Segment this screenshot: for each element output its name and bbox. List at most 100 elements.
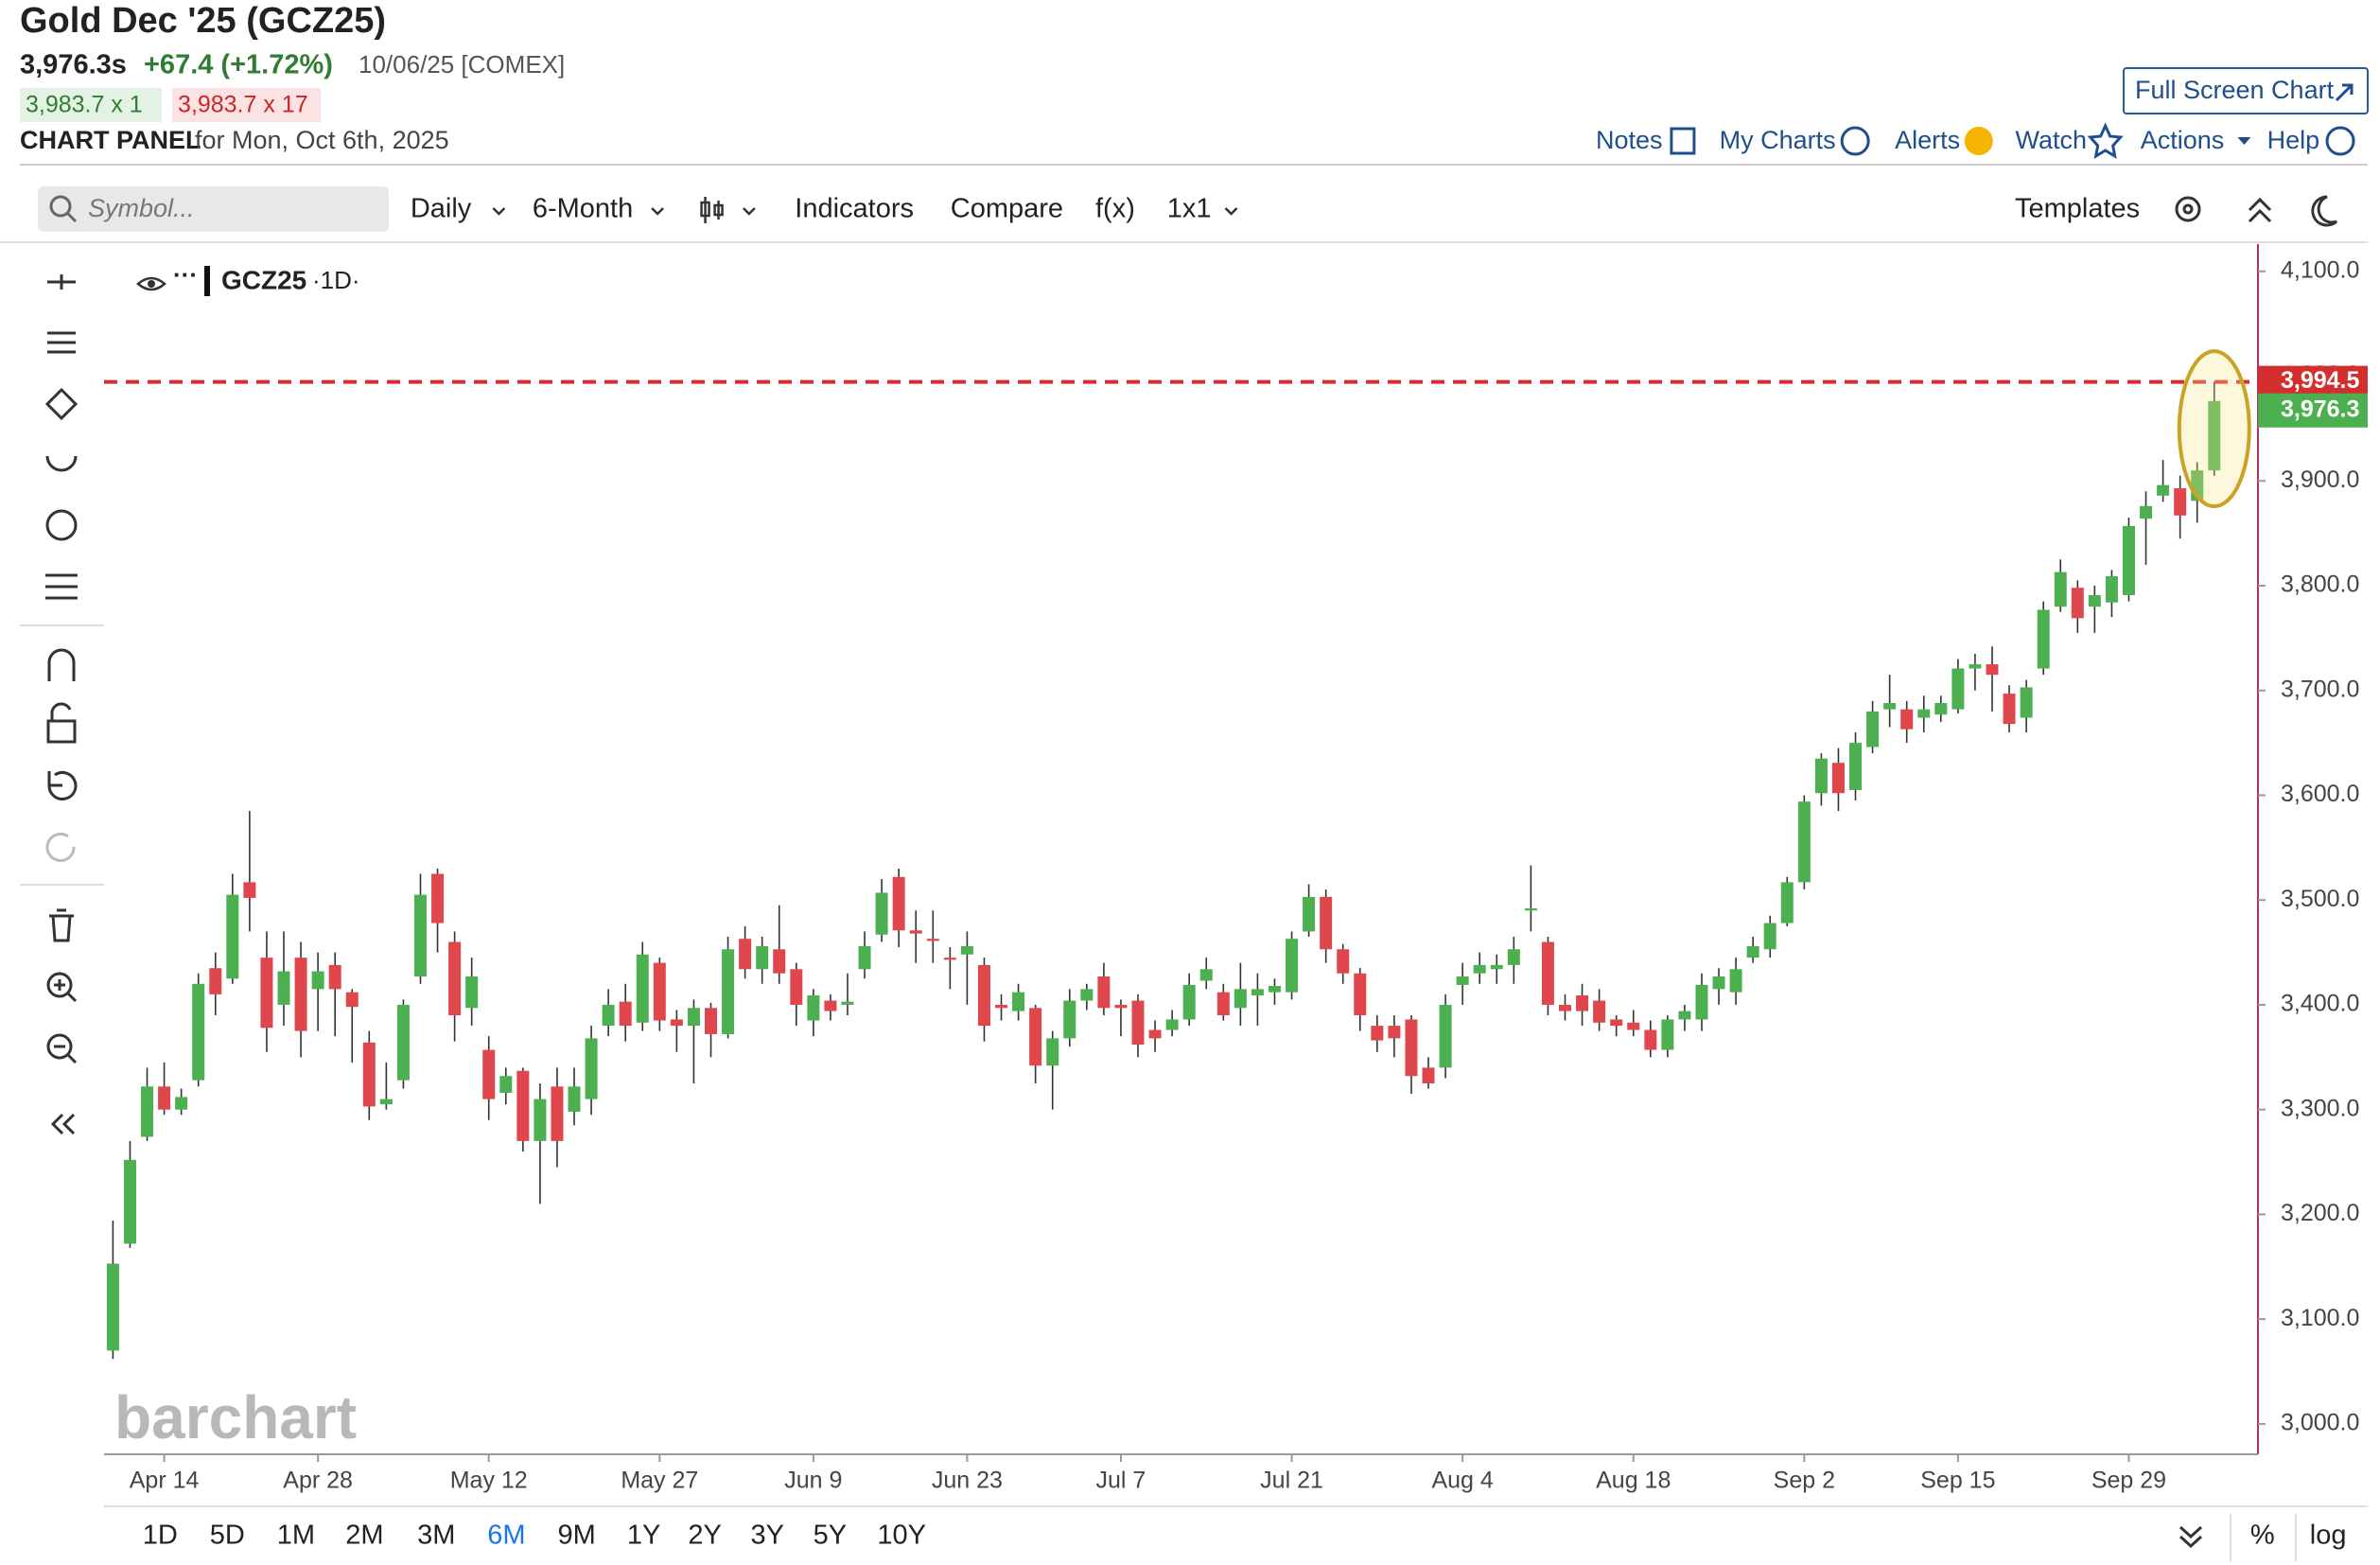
candle-body (1388, 1026, 1401, 1039)
x-tick-label: Apr 14 (130, 1468, 200, 1494)
range-button[interactable]: 1Y (627, 1521, 660, 1551)
candle-body (858, 945, 871, 970)
candle-body (1712, 976, 1725, 990)
candle-body (226, 894, 239, 979)
visibility-icon[interactable] (136, 276, 166, 291)
tool-undo[interactable] (47, 771, 78, 800)
candle-body (1268, 986, 1281, 993)
range-button[interactable]: 1D (143, 1521, 178, 1551)
tool-curve[interactable] (45, 455, 78, 472)
toolbar-item[interactable]: 6-Month (533, 194, 633, 224)
search-placeholder[interactable]: Symbol... (88, 194, 195, 222)
tool-redo[interactable] (45, 833, 76, 862)
candle-body (2105, 576, 2118, 603)
candle-body (123, 1159, 136, 1244)
tool-count[interactable] (45, 509, 78, 541)
expand-icon[interactable] (2179, 1525, 2203, 1549)
candle-body (1234, 989, 1247, 1009)
candle-body (1661, 1019, 1674, 1050)
candle-body (1986, 664, 1999, 676)
tool-magnet[interactable] (47, 648, 76, 681)
tool-fib[interactable] (47, 331, 76, 354)
toolbar-item[interactable]: Indicators (795, 194, 914, 224)
y-tick-label: 3,000.0 (2281, 1409, 2359, 1435)
templates[interactable]: Templates (2015, 194, 2140, 224)
candle-body (1849, 743, 1863, 790)
candle-body (943, 958, 956, 960)
candle-body (431, 873, 445, 923)
settings-icon[interactable] (2175, 196, 2201, 222)
candle-body (636, 954, 649, 1023)
candle-body (294, 958, 307, 1031)
candle-body (1883, 703, 1897, 710)
dark-mode-icon[interactable] (2311, 195, 2338, 227)
tool-zoom-in[interactable] (46, 972, 73, 998)
candle-body (1763, 923, 1776, 950)
range-button[interactable]: 3M (417, 1521, 455, 1551)
toolbar-item[interactable]: 1x1 (1167, 194, 1212, 224)
tool-line[interactable] (47, 274, 76, 290)
candle-body (2157, 484, 2170, 496)
y-tick-label: 3,700.0 (2281, 676, 2359, 702)
full-screen-button[interactable] (2123, 67, 2369, 114)
tool-delete[interactable] (49, 908, 74, 942)
legend-menu[interactable]: ··· (173, 260, 198, 289)
candle-body (175, 1097, 188, 1110)
search-icon-handle (65, 211, 78, 223)
candle-body (2088, 594, 2101, 607)
dropdown-chevron (651, 207, 665, 216)
scale-toggle[interactable]: log (2310, 1521, 2347, 1551)
nav-link[interactable]: My Charts (1720, 126, 1836, 154)
candle-body (2020, 687, 2033, 718)
nav-link[interactable]: Help (2267, 126, 2320, 154)
candle-body (2140, 505, 2153, 519)
nav-link[interactable]: Alerts (1895, 126, 1960, 154)
candle-body (756, 945, 769, 970)
toolbar-item[interactable]: f(x) (1095, 194, 1135, 224)
dropdown-chevron (1224, 207, 1238, 216)
nav-link[interactable]: Actions (2141, 126, 2225, 154)
nav-link[interactable]: Notes (1596, 126, 1663, 154)
chart-type-icon[interactable] (704, 197, 720, 223)
range-button[interactable]: 6M (487, 1521, 525, 1551)
toolbar-item[interactable]: Daily (411, 194, 472, 224)
chart-type-icon (713, 203, 724, 217)
candle-body (1746, 945, 1759, 958)
y-tick-label: 4,100.0 (2281, 256, 2359, 283)
tool-zoom-out[interactable] (46, 1033, 73, 1060)
scale-toggle[interactable]: % (2250, 1521, 2275, 1551)
range-button[interactable]: 3Y (750, 1521, 783, 1551)
range-button[interactable]: 9M (557, 1521, 595, 1551)
range-button[interactable]: 2M (345, 1521, 383, 1551)
collapse-icon[interactable] (2248, 197, 2272, 223)
tool-shape[interactable] (44, 387, 79, 421)
range-button[interactable]: 5D (210, 1521, 245, 1551)
tool-pattern[interactable] (45, 573, 78, 600)
candle-body (1695, 984, 1708, 1020)
candle-body (926, 939, 939, 941)
candle-body (1286, 939, 1299, 993)
candle-body (1644, 1029, 1657, 1050)
symbol-search[interactable] (38, 186, 389, 232)
last-price-label: 3,976.3 (2281, 396, 2359, 422)
nav-icon (2325, 126, 2355, 156)
y-tick-label: 3,900.0 (2281, 466, 2359, 493)
nav-link[interactable]: Watch (2016, 126, 2088, 154)
candle-body (1934, 703, 1948, 715)
range-button[interactable]: 2Y (688, 1521, 721, 1551)
sidebar-collapse[interactable] (50, 1113, 76, 1135)
toolbar-item[interactable]: Compare (951, 194, 1063, 224)
tool-lock[interactable] (46, 719, 77, 744)
candle-body (1456, 976, 1469, 985)
range-button[interactable]: 1M (277, 1521, 315, 1551)
x-tick-label: Aug 4 (1431, 1468, 1493, 1494)
candle-body (328, 964, 341, 990)
range-button[interactable]: 10Y (877, 1521, 926, 1551)
full-screen-label[interactable]: Full Screen Chart (2135, 76, 2335, 104)
x-tick-label: Jun 9 (784, 1468, 842, 1494)
candle-body (141, 1086, 154, 1137)
range-button[interactable]: 5Y (814, 1521, 847, 1551)
y-tick-label: 3,800.0 (2281, 571, 2359, 598)
candle-body (1610, 1019, 1623, 1027)
